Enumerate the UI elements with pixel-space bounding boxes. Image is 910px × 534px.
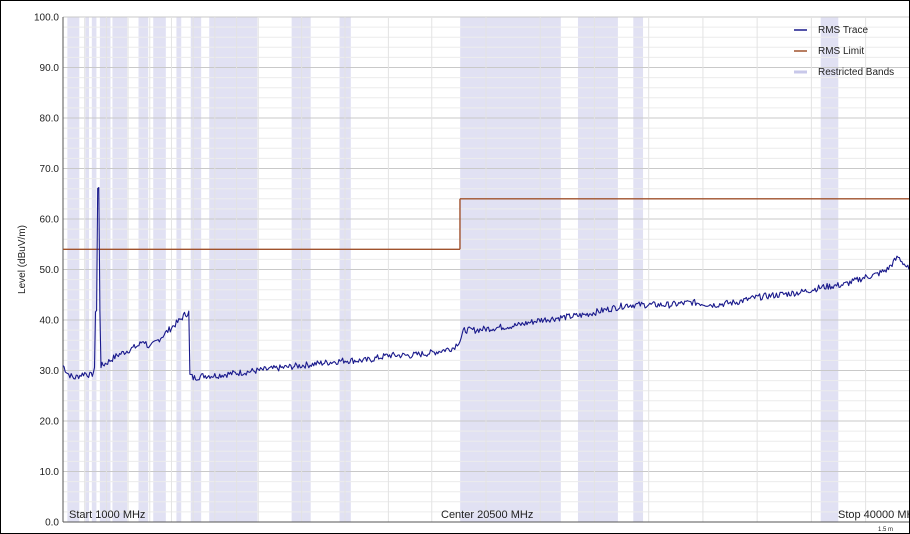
y-tick-label: 10.0	[40, 467, 60, 478]
y-axis-title: Level (dBuV/m)	[17, 225, 28, 294]
y-tick-label: 90.0	[40, 63, 60, 74]
x-stop-label: Stop 40000 MHz	[838, 509, 909, 521]
legend-item-label: RMS Limit	[818, 46, 864, 57]
legend-item-label: Restricted Bands	[818, 67, 894, 78]
y-tick-label: 80.0	[40, 114, 60, 125]
y-tick-label: 70.0	[40, 164, 60, 175]
rms-trace-line	[62, 187, 909, 381]
x-center-label: Center 20500 MHz	[441, 509, 533, 521]
axes-layer	[62, 17, 909, 523]
y-tick-label: 20.0	[40, 417, 60, 428]
rms-limit-layer	[63, 198, 909, 251]
y-tick-label: 60.0	[40, 215, 60, 226]
legend-item-label: RMS Trace	[818, 25, 868, 36]
grid-layer	[63, 16, 909, 523]
y-tick-label: 100.0	[34, 13, 59, 24]
x-start-label: Start 1000 MHz	[69, 509, 145, 521]
corner-note: 1.5 m	[878, 527, 893, 533]
labels-layer: 0.0 10.0 20.0 30.0 40.0 50.0 60.0 70.0 80.0 90.0 1…	[17, 13, 909, 534]
y-tick-label: 50.0	[40, 265, 60, 276]
rms-trace-layer	[62, 187, 909, 381]
y-tick-label: 40.0	[40, 316, 60, 327]
y-tick-label: 0.0	[45, 518, 59, 529]
y-tick-label: 30.0	[40, 366, 60, 377]
legend: RMS Trace RMS Limit Restricted Bands	[794, 25, 894, 78]
